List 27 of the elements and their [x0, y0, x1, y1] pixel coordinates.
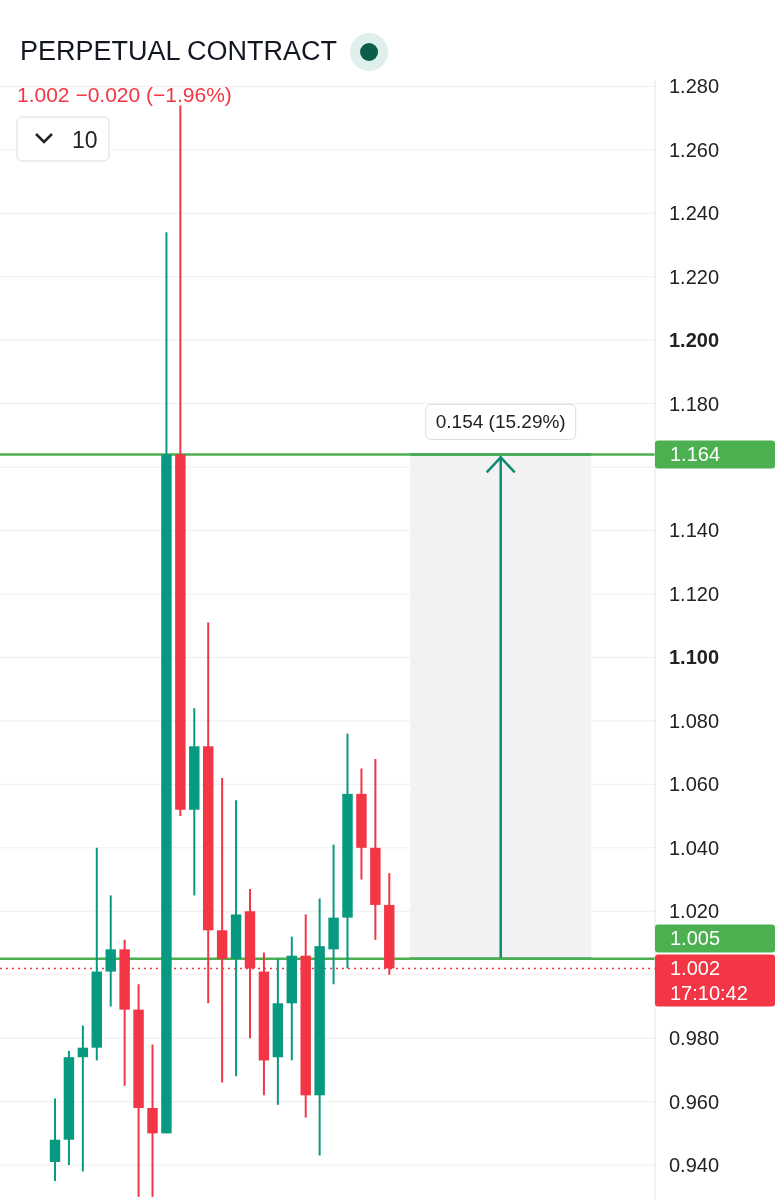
y-tick-label: 1.180: [669, 392, 720, 415]
y-tick-label: 1.100: [669, 646, 720, 669]
y-tick-label: 1.140: [669, 519, 720, 542]
candlestick: [49, 1097, 61, 1182]
y-tick-label: 1.080: [669, 709, 720, 732]
chart-title: PERPETUAL CONTRACT: [20, 36, 338, 66]
y-tick-label: 1.240: [669, 202, 720, 225]
ref-line-label: 1.002: [670, 957, 721, 980]
y-tick-label: 1.120: [669, 582, 720, 605]
y-tick-label: 1.020: [669, 900, 720, 923]
text: 17:10:42: [670, 982, 748, 1005]
y-tick-label: 1.040: [669, 836, 720, 859]
annotation: 10: [72, 127, 98, 153]
ref-line-label: 1.164: [670, 443, 721, 466]
y-tick-label: 1.200: [669, 329, 720, 352]
ref-line-label: 1.005: [670, 927, 721, 950]
band-label: 0.154 (15.29%): [435, 411, 566, 433]
y-tick-label: 0.940: [669, 1154, 720, 1176]
y-tick-label: 1.280: [669, 75, 720, 98]
chart-subtitle: 1.002 −0.020 (−1.96%): [17, 83, 232, 106]
y-tick-label: 0.960: [669, 1090, 720, 1113]
y-tick-label: 1.220: [669, 265, 720, 288]
y-tick-label: 1.260: [669, 138, 720, 161]
candlestick: [77, 1024, 89, 1173]
y-tick-label: 1.060: [669, 773, 720, 796]
y-tick-label: 0.980: [669, 1027, 720, 1050]
candlestick: [105, 894, 116, 1008]
